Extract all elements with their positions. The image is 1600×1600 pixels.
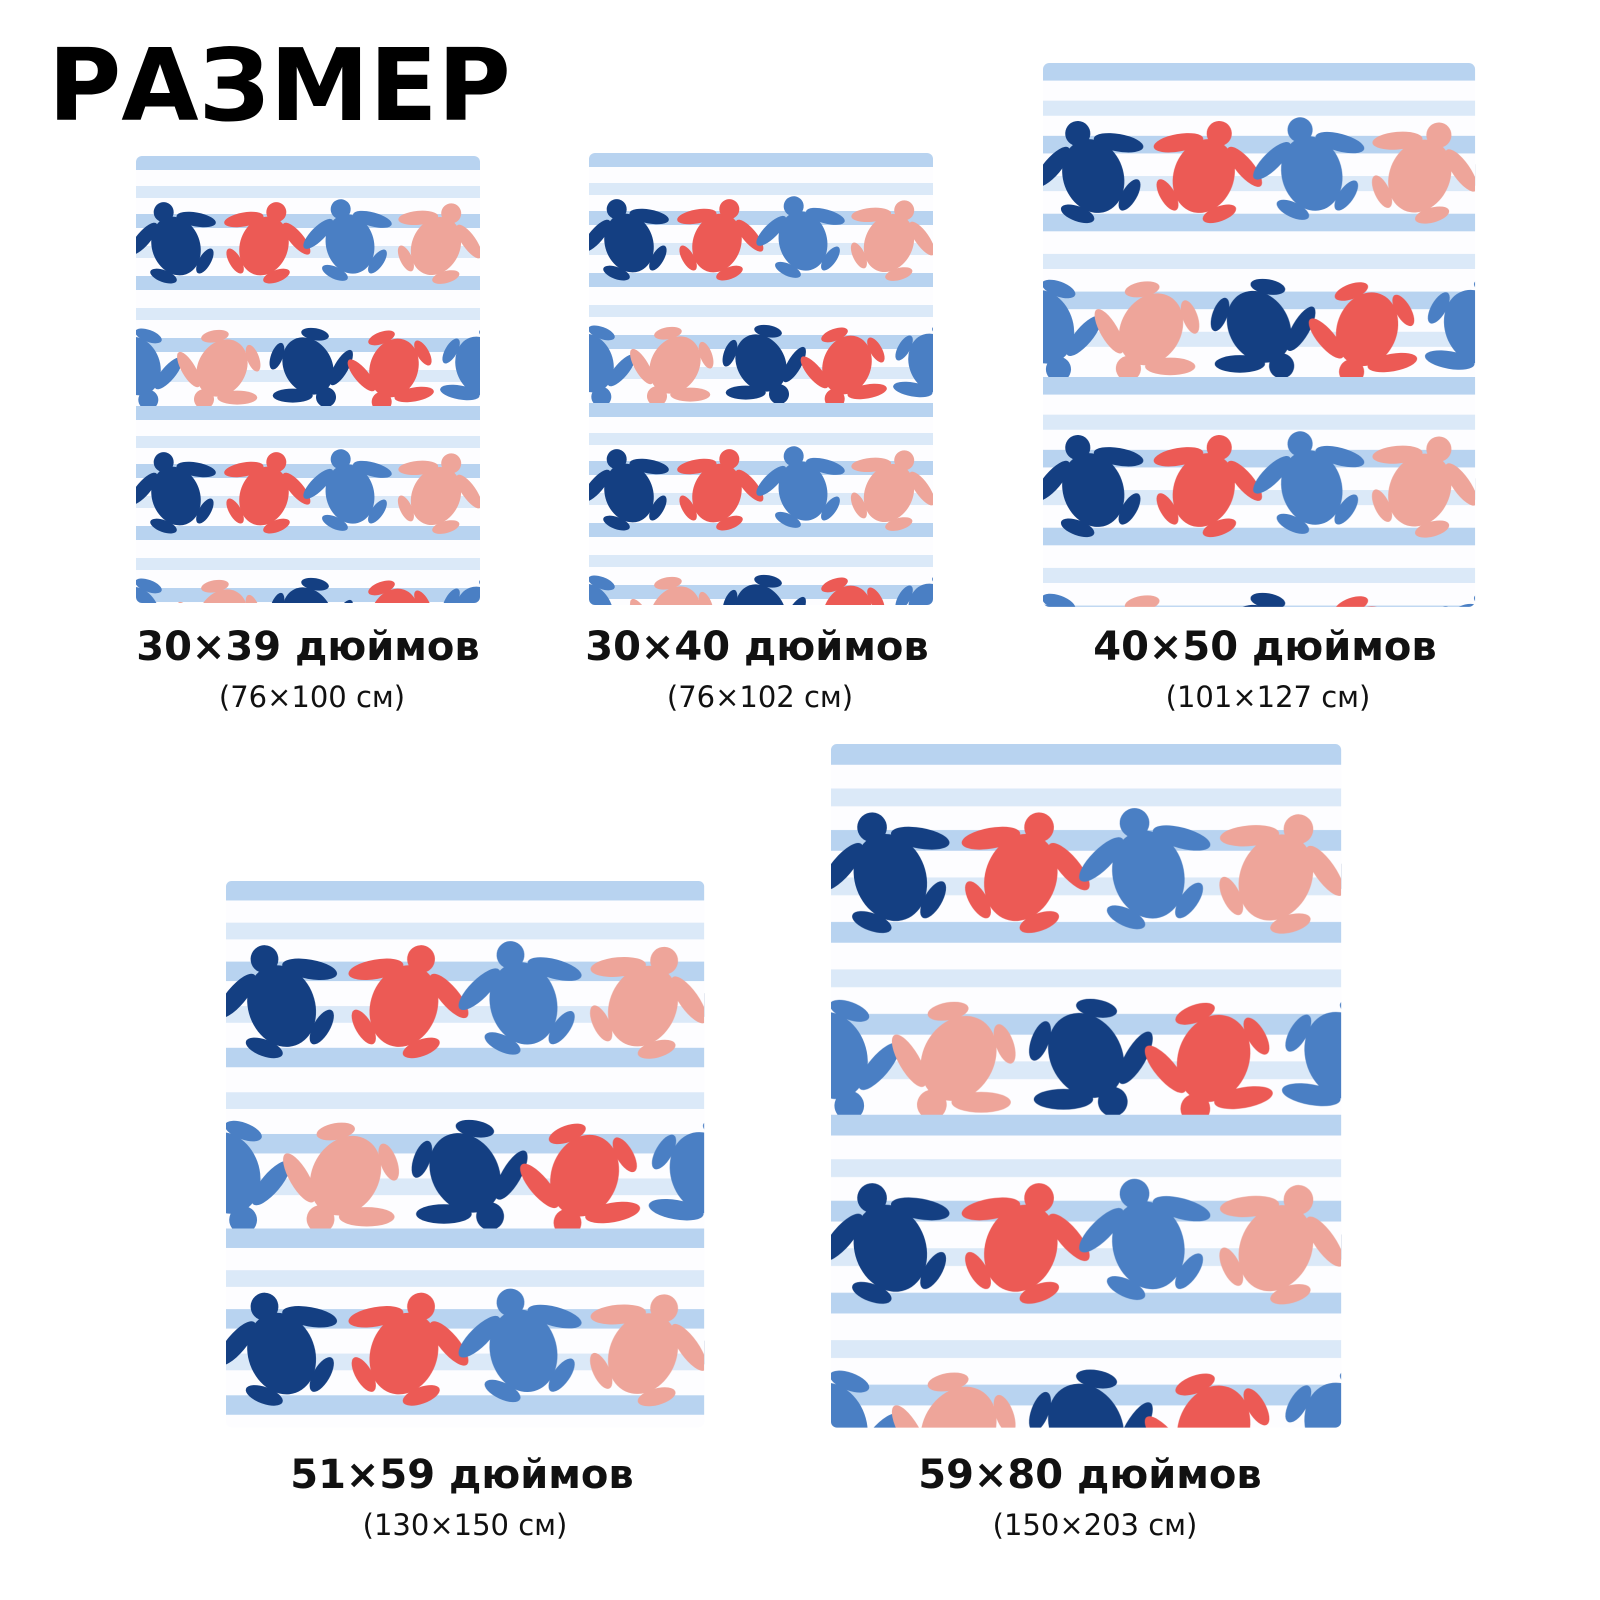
size-sublabel: (76×102 см) [667, 680, 853, 714]
size-sublabel: (130×150 см) [363, 1508, 568, 1542]
size-label: 40×50 дюймов [1093, 624, 1436, 670]
size-label: 51×59 дюймов [290, 1452, 633, 1498]
blanket [1043, 63, 1476, 607]
size-label: 30×39 дюймов [136, 624, 479, 670]
size-label: 30×40 дюймов [585, 624, 928, 670]
blanket [136, 156, 480, 603]
blanket [831, 744, 1342, 1428]
size-label: 59×80 дюймов [918, 1452, 1261, 1498]
size-sublabel: (76×100 см) [219, 680, 405, 714]
title: РАЗМЕР [48, 27, 511, 144]
blanket [226, 881, 705, 1428]
size-sublabel: (150×203 см) [993, 1508, 1198, 1542]
blanket [589, 153, 933, 605]
size-sublabel: (101×127 см) [1166, 680, 1371, 714]
